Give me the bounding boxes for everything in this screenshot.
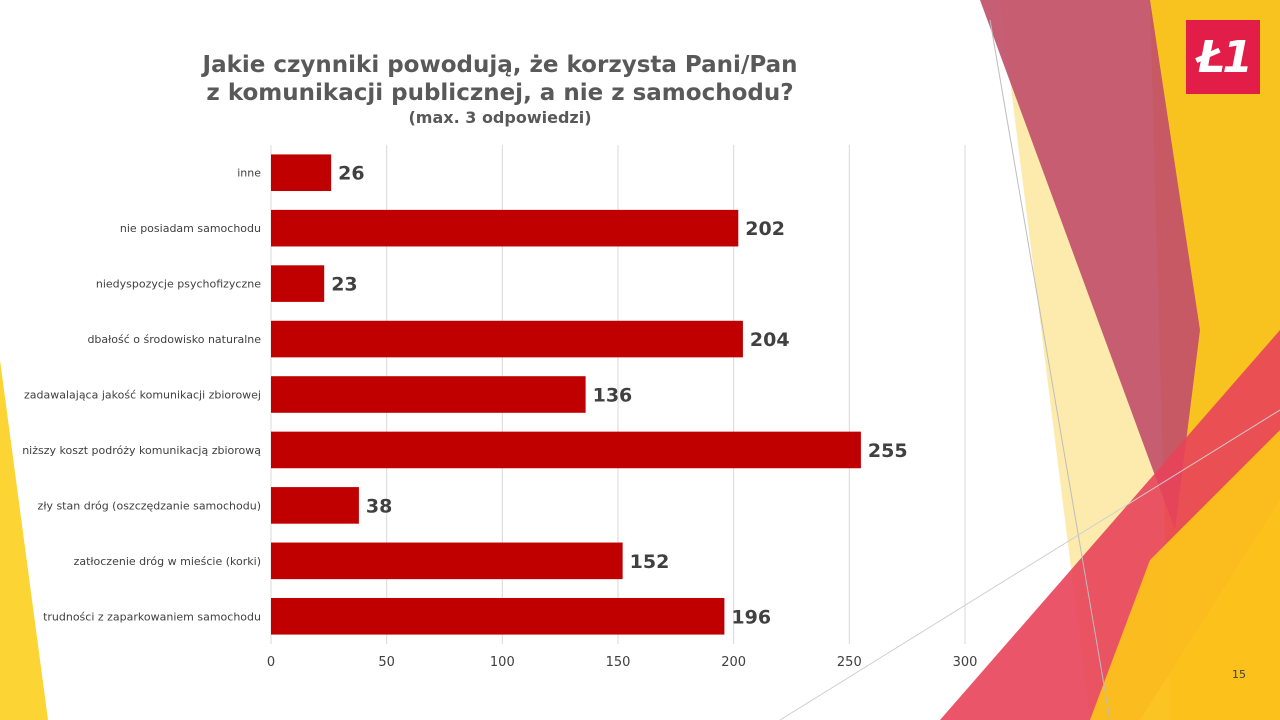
chart-title-line-1: Jakie czynniki powodują, że korzysta Pan… (202, 52, 798, 78)
bar (271, 542, 623, 580)
decor-pink-band (980, 0, 1200, 530)
data-label: 204 (750, 329, 790, 351)
decor-thin-line-2 (779, 409, 1280, 720)
category-label: inne (237, 167, 261, 180)
brand-logo: Ł1 (1186, 20, 1260, 94)
chart-title-line-2: z komunikacji publicznej, a nie z samoch… (206, 80, 794, 106)
category-label: trudności z zaparkowaniem samochodu (43, 610, 261, 623)
bar (271, 209, 739, 247)
x-tick-label: 100 (490, 655, 515, 670)
bar (271, 376, 586, 413)
x-tick-label: 200 (721, 655, 746, 670)
data-label: 202 (745, 218, 785, 240)
chart-subtitle: (max. 3 odpowiedzi) (408, 108, 592, 127)
bar (271, 431, 861, 469)
x-tick-label: 50 (378, 655, 395, 670)
data-label: 26 (338, 163, 364, 185)
data-label: 38 (366, 495, 392, 517)
decor-left-yellow-triangle (0, 360, 48, 720)
category-label: zatłoczenie dróg w mieście (korki) (74, 555, 261, 568)
category-label: zadawalająca jakość komunikacji zbiorowe… (24, 389, 261, 402)
x-tick-label: 250 (837, 655, 862, 670)
data-label: 196 (731, 606, 771, 628)
x-tick-label: 0 (267, 655, 275, 670)
bar (271, 154, 332, 192)
data-label: 152 (630, 551, 670, 573)
data-label: 23 (331, 274, 357, 296)
category-label: niższy koszt podróży komunikacją zbiorow… (22, 444, 261, 457)
bar (271, 597, 725, 635)
page-number: 15 (1232, 668, 1246, 681)
category-label: zły stan dróg (oszczędzanie samochodu) (38, 499, 261, 512)
category-label: dbałość o środowisko naturalne (87, 333, 261, 346)
bar (271, 265, 325, 302)
x-tick-label: 300 (953, 655, 978, 670)
category-label: nie posiadam samochodu (120, 222, 261, 235)
data-label: 255 (868, 440, 908, 462)
bar (271, 487, 359, 524)
decor-thin-line (989, 19, 1111, 720)
data-label: 136 (593, 385, 633, 407)
category-label: niedyspozycje psychofizyczne (96, 278, 261, 291)
bar (271, 320, 743, 358)
decor-bottom-yellow-shape (1090, 430, 1280, 720)
x-tick-label: 150 (606, 655, 631, 670)
